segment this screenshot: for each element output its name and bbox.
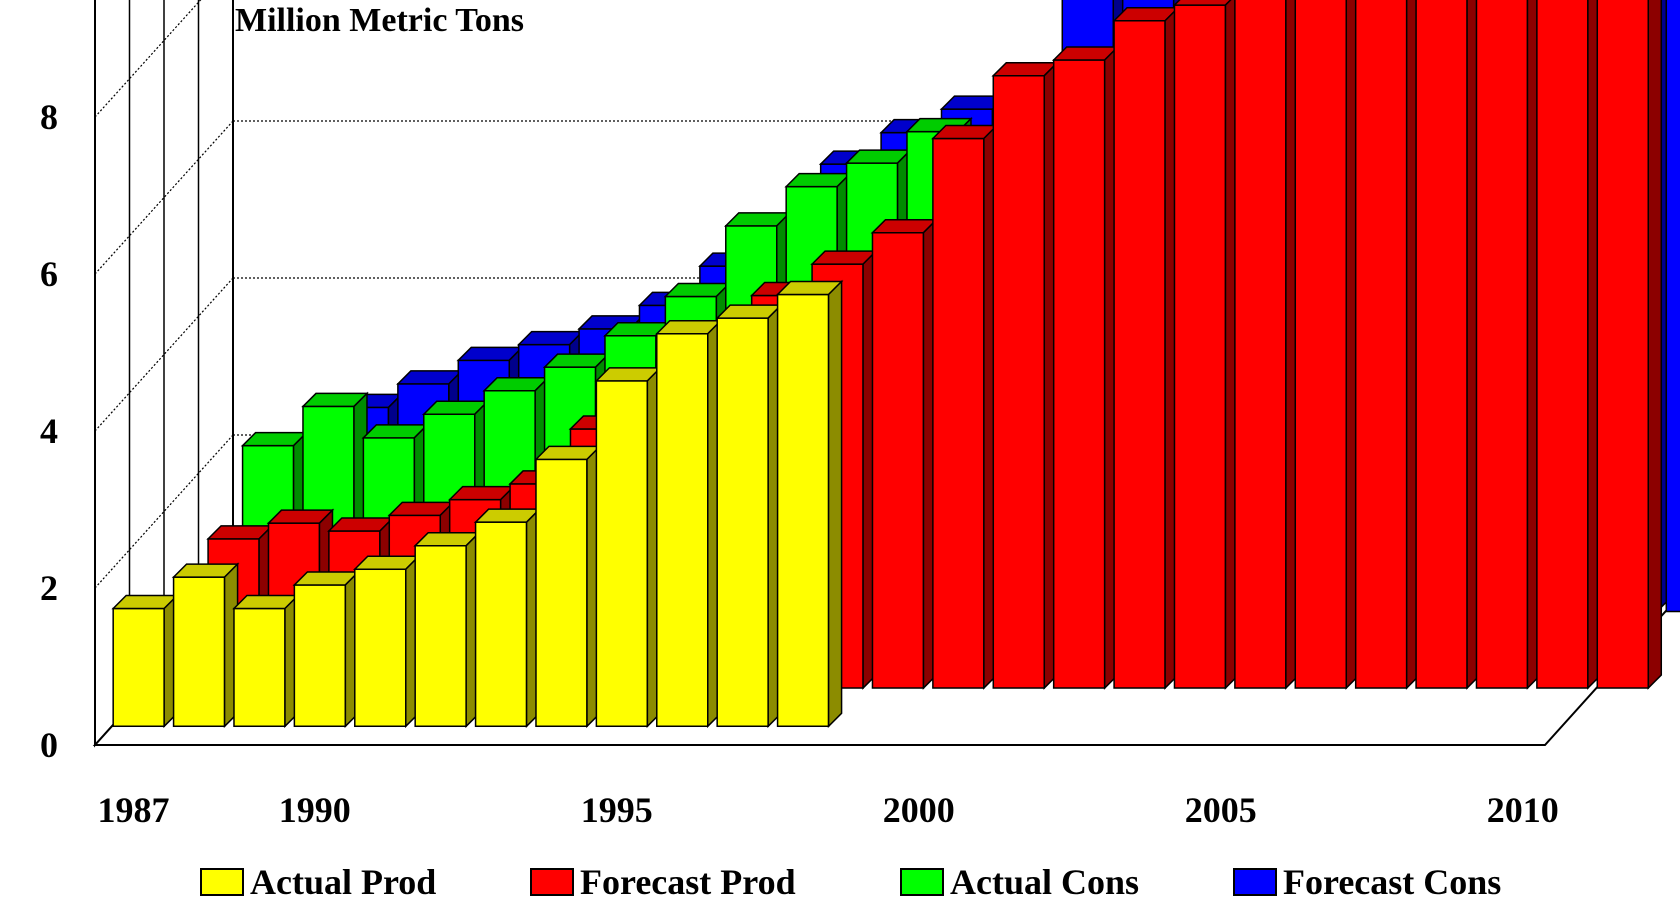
bar-forecast-prod-2001: [991, 60, 1060, 690]
bar-forecast-prod-2008: [1415, 0, 1481, 690]
bar-forecast-prod-2000: [931, 123, 999, 690]
bar-actual-prod-1992: [413, 530, 481, 729]
legend-swatch-forecast-prod: [530, 868, 574, 896]
bar-forecast-prod-2009: [1475, 0, 1542, 690]
y-axis-label: Million Metric Tons: [235, 2, 524, 39]
legend-label-actual-cons: Actual Cons: [950, 862, 1140, 902]
legend-swatch-actual-cons: [900, 868, 944, 896]
legend-swatch-actual-prod: [200, 868, 244, 896]
x-tick-label: 2010: [1487, 790, 1559, 830]
legend-swatch-forecast-cons: [1233, 868, 1277, 896]
y-tick-label: 2: [40, 568, 58, 608]
bar-actual-prod-1993: [473, 507, 542, 729]
bar-forecast-cons-2011: [1665, 0, 1680, 613]
x-axis-ticks: 1987 1990 1995 2000 2005 2010: [98, 790, 1559, 830]
bar-actual-prod-1995: [594, 366, 663, 729]
bar-actual-prod-1989: [232, 593, 300, 729]
bar-actual-prod-1997: [715, 303, 783, 729]
legend-item-actual-prod: Actual Prod: [200, 862, 436, 902]
bar-actual-prod-1996: [654, 318, 723, 729]
bar-actual-prod-1994: [534, 444, 602, 729]
y-tick-label: 0: [40, 725, 58, 765]
x-tick-label: 2000: [883, 790, 955, 830]
x-tick-label: 2005: [1185, 790, 1257, 830]
y-tick-label: 6: [40, 254, 58, 294]
legend-item-actual-cons: Actual Cons: [900, 862, 1139, 902]
bar-actual-prod-1988: [171, 562, 240, 729]
legend-item-forecast-prod: Forecast Prod: [530, 862, 796, 902]
bar-actual-prod-1991: [352, 554, 421, 729]
bar-forecast-prod-2004: [1172, 0, 1240, 690]
legend-label-forecast-cons: Forecast Cons: [1283, 862, 1502, 902]
x-tick-label: 1987: [98, 790, 170, 830]
bar-forecast-prod-2003: [1112, 5, 1180, 690]
bar-actual-prod-1987: [111, 593, 179, 729]
bar-forecast-prod-2011: [1596, 0, 1663, 690]
bar-actual-prod-1998: [775, 279, 844, 729]
legend-label-actual-prod: Actual Prod: [250, 862, 437, 902]
bar-forecast-prod-2002: [1051, 45, 1120, 690]
bar-actual-prod-1990: [292, 570, 361, 729]
bar-forecast-prod-2005: [1234, 0, 1300, 690]
x-tick-label: 1995: [581, 790, 653, 830]
chart-legend: Actual Prod Forecast Prod Actual Cons Fo…: [0, 862, 1680, 904]
bar-forecast-prod-2010: [1536, 0, 1602, 690]
bar-forecast-prod-2007: [1354, 0, 1421, 690]
legend-label-forecast-prod: Forecast Prod: [580, 862, 796, 902]
y-tick-label: 8: [40, 97, 58, 137]
legend-item-forecast-cons: Forecast Cons: [1233, 862, 1501, 902]
y-tick-label: 4: [40, 411, 58, 451]
bar-forecast-prod-2006: [1294, 0, 1361, 690]
x-tick-label: 1990: [279, 790, 351, 830]
bar-forecast-prod-1999: [870, 217, 939, 690]
chart-bars: [111, 0, 1680, 729]
